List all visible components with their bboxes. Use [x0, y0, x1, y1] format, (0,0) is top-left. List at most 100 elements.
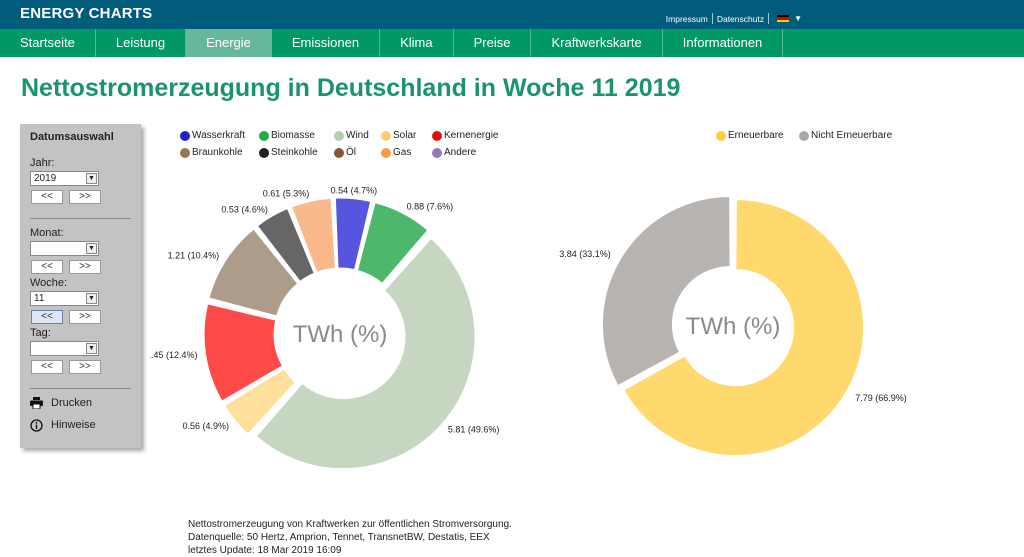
- month-next-button[interactable]: >>: [69, 260, 101, 274]
- legend-item-andere[interactable]: Andere: [432, 147, 476, 158]
- year-select-value: 2019: [34, 173, 57, 184]
- tab-informationen[interactable]: Informationen: [663, 29, 784, 57]
- print-label: Drucken: [51, 397, 92, 409]
- datenschutz-link[interactable]: Datenschutz: [716, 13, 765, 24]
- day-prev-button[interactable]: <<: [31, 360, 63, 374]
- legend-swatch: [259, 147, 269, 158]
- legend-item-kernenergie[interactable]: Kernenergie: [432, 130, 498, 141]
- slice-nicht-erneuerbare[interactable]: [601, 195, 731, 387]
- divider: [30, 388, 131, 389]
- week-next-button[interactable]: >>: [69, 310, 101, 324]
- legend-item-öl[interactable]: Öl: [334, 147, 356, 158]
- slice-wasserkraft[interactable]: [334, 197, 372, 271]
- legend-label: Andere: [444, 147, 477, 158]
- legend-label: Solar: [393, 130, 417, 141]
- legend-item-nicht-erneuerbare[interactable]: Nicht Erneuerbare: [799, 130, 892, 141]
- week-prev-button[interactable]: <<: [31, 310, 63, 324]
- tab-leistung[interactable]: Leistung: [96, 29, 187, 57]
- legend-swatch: [180, 130, 190, 141]
- slice-label: 3.84 (33.1%): [559, 249, 611, 259]
- legend-label: Biomasse: [271, 130, 315, 141]
- caption-line-description: Nettostromerzeugung von Kraftwerken zur …: [188, 519, 512, 530]
- impressum-link[interactable]: Impressum: [665, 13, 708, 24]
- legend-swatch: [334, 130, 344, 141]
- german-flag-icon[interactable]: [777, 14, 790, 23]
- year-select[interactable]: 2019 ▼: [30, 171, 99, 186]
- legend-label: Gas: [393, 147, 412, 158]
- legend-label: Öl: [346, 147, 356, 158]
- chart2-donut: 7.79 (66.9%) 3.84 (33.1%) TWh (%): [559, 195, 907, 456]
- legend-label: Wasserkraft: [192, 130, 245, 141]
- language-dropdown-icon[interactable]: ▼: [794, 14, 802, 23]
- slice-label: 0.54 (4.7%): [331, 186, 378, 196]
- legend-item-braunkohle[interactable]: Braunkohle: [180, 147, 243, 158]
- info-icon: [30, 419, 43, 432]
- legend-swatch: [432, 130, 442, 141]
- legend-swatch: [716, 130, 726, 141]
- slice-label: 1.45 (12.4%): [150, 350, 198, 360]
- legend-item-erneuerbare[interactable]: Erneuerbare: [716, 130, 784, 141]
- legend-item-steinkohle[interactable]: Steinkohle: [259, 147, 318, 158]
- week-select[interactable]: 11 ▼: [30, 291, 99, 306]
- main-nav: Startseite Leistung Energie Emissionen Klima…: [0, 29, 1024, 57]
- legend-swatch: [259, 130, 269, 141]
- year-label: Jahr:: [30, 157, 55, 169]
- tab-preise[interactable]: Preise: [454, 29, 532, 57]
- legend-item-wind[interactable]: Wind: [334, 130, 369, 141]
- legend-label: Braunkohle: [192, 147, 243, 158]
- legend-label: Steinkohle: [271, 147, 318, 158]
- chart-caption: Nettostromerzeugung von Kraftwerken zur …: [188, 518, 512, 557]
- month-label: Monat:: [30, 227, 64, 239]
- donut-center-label: TWh (%): [686, 313, 781, 340]
- week-label: Woche:: [30, 277, 68, 289]
- slice-label: 1.21 (10.4%): [168, 251, 220, 261]
- day-next-button[interactable]: >>: [69, 360, 101, 374]
- top-links: Impressum Datenschutz ▼: [662, 13, 802, 24]
- day-select[interactable]: ▼: [30, 341, 99, 356]
- top-bar: ENERGY CHARTS Impressum Datenschutz ▼: [0, 0, 1024, 29]
- chevron-down-icon: ▼: [86, 343, 97, 354]
- slice-gas[interactable]: [290, 197, 336, 273]
- month-prev-button[interactable]: <<: [31, 260, 63, 274]
- legend-label: Wind: [346, 130, 369, 141]
- year-next-button[interactable]: >>: [69, 190, 101, 204]
- tab-kraftwerkskarte[interactable]: Kraftwerkskarte: [531, 29, 663, 57]
- legend-item-solar[interactable]: Solar: [381, 130, 416, 141]
- chevron-down-icon: ▼: [86, 293, 97, 304]
- slice-erneuerbare[interactable]: [623, 199, 865, 456]
- legend-swatch: [799, 130, 809, 141]
- slice-label: 7.79 (66.9%): [855, 393, 907, 403]
- slice-wind[interactable]: [255, 237, 476, 470]
- slice-biomasse[interactable]: [356, 202, 429, 285]
- tab-energie[interactable]: Energie: [186, 29, 272, 57]
- legend-item-wasserkraft[interactable]: Wasserkraft: [180, 130, 245, 141]
- legend-label: Kernenergie: [444, 130, 499, 141]
- legend-item-biomasse[interactable]: Biomasse: [259, 130, 315, 141]
- slice-steinkohle[interactable]: [256, 207, 315, 283]
- page-title: Nettostromerzeugung in Deutschland in Wo…: [21, 74, 681, 102]
- tab-emissionen[interactable]: Emissionen: [272, 29, 381, 57]
- year-prev-button[interactable]: <<: [31, 190, 63, 204]
- slice-solar[interactable]: [223, 368, 296, 435]
- tab-klima[interactable]: Klima: [380, 29, 454, 57]
- legend-swatch: [432, 147, 442, 158]
- legend-item-gas[interactable]: Gas: [381, 147, 411, 158]
- slice-label: 0.88 (7.6%): [407, 201, 454, 211]
- tab-startseite[interactable]: Startseite: [0, 29, 96, 57]
- date-selection-panel: Datumsauswahl Jahr: 2019 ▼ << >> Monat: ▼…: [20, 124, 141, 448]
- hints-action[interactable]: Hinweise: [30, 419, 96, 432]
- legend-swatch: [180, 147, 190, 158]
- slice-label: 0.53 (4.6%): [221, 204, 268, 214]
- legend-label: Nicht Erneuerbare: [811, 130, 893, 141]
- date-selection-title: Datumsauswahl: [30, 131, 114, 143]
- slice-kernenergie[interactable]: [203, 303, 284, 402]
- legend-swatch: [334, 147, 344, 158]
- month-select[interactable]: ▼: [30, 241, 99, 256]
- brand-logo[interactable]: ENERGY CHARTS: [20, 5, 153, 22]
- hints-label: Hinweise: [51, 419, 96, 431]
- slice-braunkohle[interactable]: [208, 228, 299, 317]
- slice-label: 5.81 (49.6%): [448, 424, 500, 434]
- legend-swatch: [381, 147, 391, 158]
- day-label: Tag:: [30, 327, 51, 339]
- print-action[interactable]: Drucken: [30, 397, 92, 410]
